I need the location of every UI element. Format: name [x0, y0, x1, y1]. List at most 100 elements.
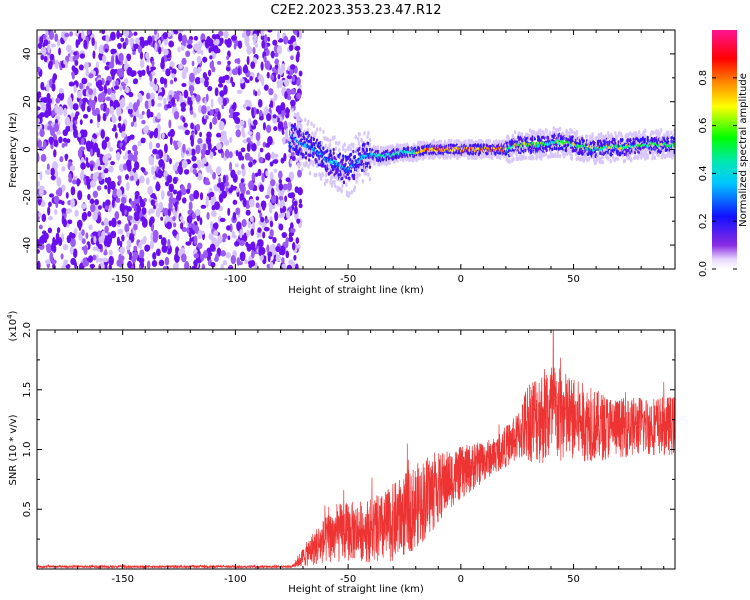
noise-mark	[121, 97, 125, 106]
noise-mark	[236, 187, 240, 193]
noise-mark	[174, 201, 178, 212]
noise-mark	[229, 223, 233, 233]
signal-halo-mark	[591, 136, 594, 141]
noise-mark	[231, 185, 238, 191]
noise-mark	[275, 105, 282, 113]
noise-mark	[223, 74, 230, 80]
signal-mark	[547, 136, 550, 140]
signal-mark	[360, 168, 364, 173]
signal-mark	[505, 151, 508, 156]
noise-mark	[90, 203, 96, 213]
noise-mark	[50, 43, 57, 48]
noise-mark	[161, 244, 168, 253]
noise-mark	[266, 152, 271, 161]
noise-mark	[181, 57, 187, 66]
signal-mark	[589, 141, 593, 146]
noise-mark	[208, 191, 215, 197]
noise-mark	[278, 170, 283, 180]
noise-mark	[140, 216, 146, 222]
noise-mark	[296, 218, 301, 224]
noise-mark	[214, 87, 219, 97]
noise-mark	[225, 187, 230, 193]
signal-halo-mark	[368, 176, 372, 182]
noise-mark	[181, 197, 187, 204]
noise-mark	[99, 153, 103, 163]
noise-mark	[298, 70, 303, 77]
noise-mark	[201, 263, 206, 269]
noise-mark	[223, 139, 230, 146]
noise-mark	[175, 194, 182, 201]
noise-mark	[180, 106, 186, 112]
noise-mark	[205, 115, 209, 120]
signal-mark	[307, 153, 310, 157]
signal-mark	[332, 151, 335, 155]
noise-mark	[227, 235, 231, 241]
noise-mark	[195, 144, 201, 155]
noise-mark	[125, 174, 130, 181]
signal-halo-mark	[554, 152, 557, 157]
signal-mark	[341, 160, 344, 165]
noise-mark	[263, 55, 267, 63]
noise-mark	[295, 237, 300, 245]
noise-mark	[110, 161, 115, 166]
noise-mark	[294, 263, 299, 269]
noise-mark	[171, 73, 176, 79]
noise-mark	[80, 30, 85, 39]
signal-mark	[392, 156, 395, 161]
signal-halo-mark	[339, 155, 342, 160]
noise-mark	[172, 176, 178, 185]
signal-mark	[304, 156, 308, 160]
noise-mark	[157, 169, 163, 179]
noise-mark	[126, 231, 130, 238]
noise-mark	[85, 160, 89, 167]
signal-halo-mark	[369, 160, 372, 165]
noise-mark	[41, 213, 47, 222]
noise-mark	[293, 254, 297, 261]
noise-mark	[276, 45, 283, 55]
signal-halo-mark	[512, 156, 515, 162]
noise-mark	[89, 119, 93, 124]
signal-halo-mark	[308, 170, 312, 176]
noise-mark	[230, 169, 236, 179]
noise-mark	[82, 257, 88, 268]
noise-mark	[39, 128, 45, 138]
noise-mark	[137, 45, 143, 54]
signal-mark	[337, 173, 340, 177]
noise-mark	[287, 181, 293, 191]
noise-mark	[246, 56, 250, 66]
signal-halo-mark	[295, 113, 298, 118]
noise-mark	[39, 36, 44, 45]
noise-mark	[82, 97, 88, 103]
noise-mark	[159, 76, 165, 85]
signal-halo-mark	[300, 123, 303, 129]
signal-halo-mark	[348, 143, 351, 149]
noise-mark	[91, 37, 95, 46]
noise-mark	[193, 189, 200, 200]
signal-halo-mark	[517, 131, 521, 136]
noise-mark	[285, 239, 289, 248]
noise-mark	[82, 113, 89, 119]
signal-mark	[344, 162, 347, 167]
noise-mark	[106, 176, 112, 187]
noise-mark	[231, 35, 237, 41]
noise-mark	[52, 236, 56, 245]
noise-mark	[220, 130, 227, 137]
noise-mark	[267, 30, 273, 33]
signal-halo-mark	[616, 156, 619, 161]
noise-mark	[235, 124, 241, 129]
noise-mark	[103, 84, 107, 93]
noise-mark	[219, 217, 226, 223]
noise-mark	[208, 232, 214, 240]
signal-halo-mark	[432, 138, 436, 144]
noise-mark	[266, 244, 270, 253]
noise-mark	[197, 242, 203, 250]
noise-mark	[39, 112, 46, 118]
noise-mark	[128, 102, 133, 110]
signal-mark	[357, 152, 361, 156]
noise-mark	[109, 147, 114, 153]
signal-halo-mark	[585, 134, 589, 139]
noise-mark	[172, 164, 178, 172]
noise-mark	[151, 165, 155, 176]
noise-mark	[49, 53, 55, 61]
noise-mark	[274, 52, 279, 58]
